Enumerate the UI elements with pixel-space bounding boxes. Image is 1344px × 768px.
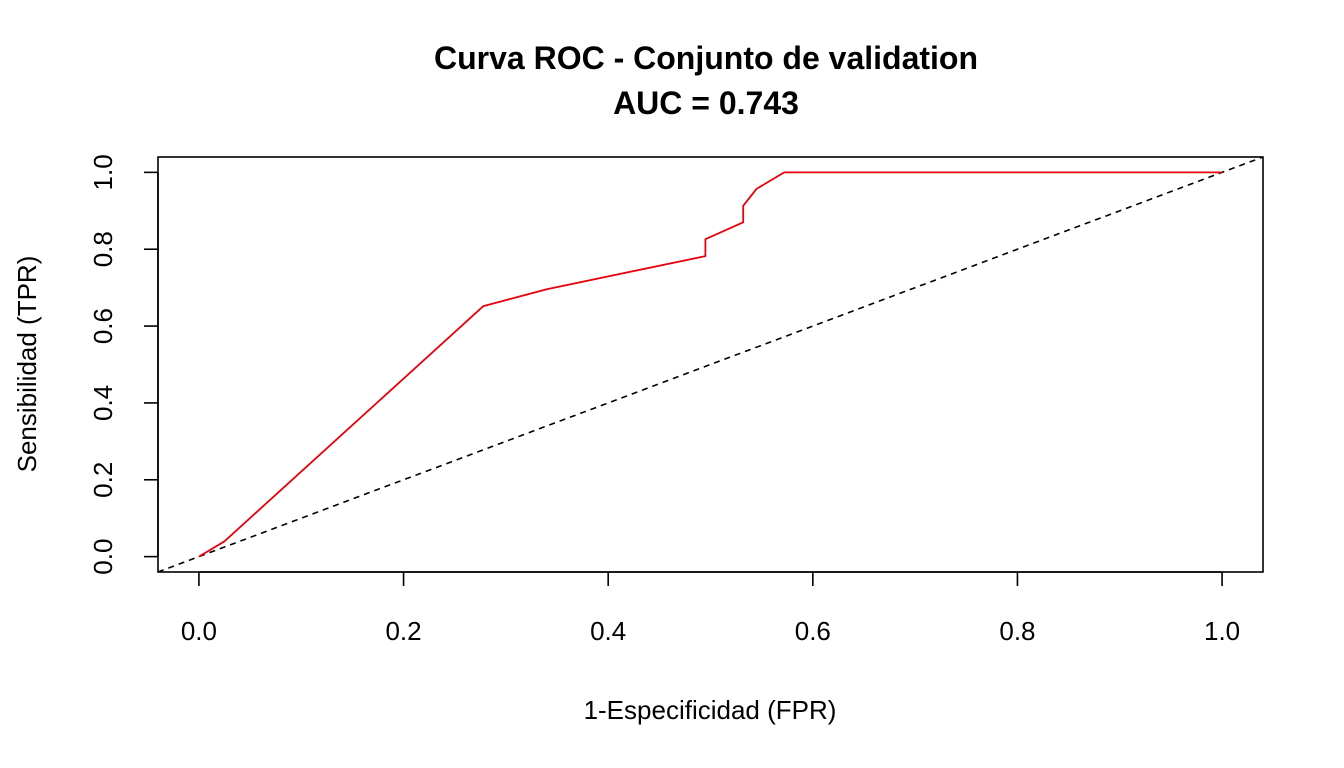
reference-diagonal-line [158,157,1263,572]
x-tick-label: 1.0 [1204,616,1240,646]
y-tick-label: 0.2 [88,462,118,498]
plot-area [158,157,1263,572]
y-tick-label: 0.6 [88,308,118,344]
x-tick-label: 0.4 [590,616,626,646]
y-tick-label: 1.0 [88,154,118,190]
roc-curve-line [198,171,1223,558]
y-tick-label: 0.4 [88,385,118,421]
x-tick-label: 0.8 [999,616,1035,646]
chart-subtitle: AUC = 0.743 [613,85,799,121]
x-axis-label: 1-Especificidad (FPR) [584,695,837,725]
y-axis: 0.0 0.2 0.4 0.6 0.8 1.0 [88,154,159,575]
x-tick-label: 0.0 [181,616,217,646]
x-tick-label: 0.6 [795,616,831,646]
x-tick-label: 0.2 [385,616,421,646]
y-tick-label: 0.8 [88,231,118,267]
y-axis-label: Sensibilidad (TPR) [12,256,42,473]
chart-title: Curva ROC - Conjunto de validation [434,40,978,76]
x-axis: 0.0 0.2 0.4 0.6 0.8 1.0 [181,571,1240,646]
y-tick-label: 0.0 [88,539,118,575]
